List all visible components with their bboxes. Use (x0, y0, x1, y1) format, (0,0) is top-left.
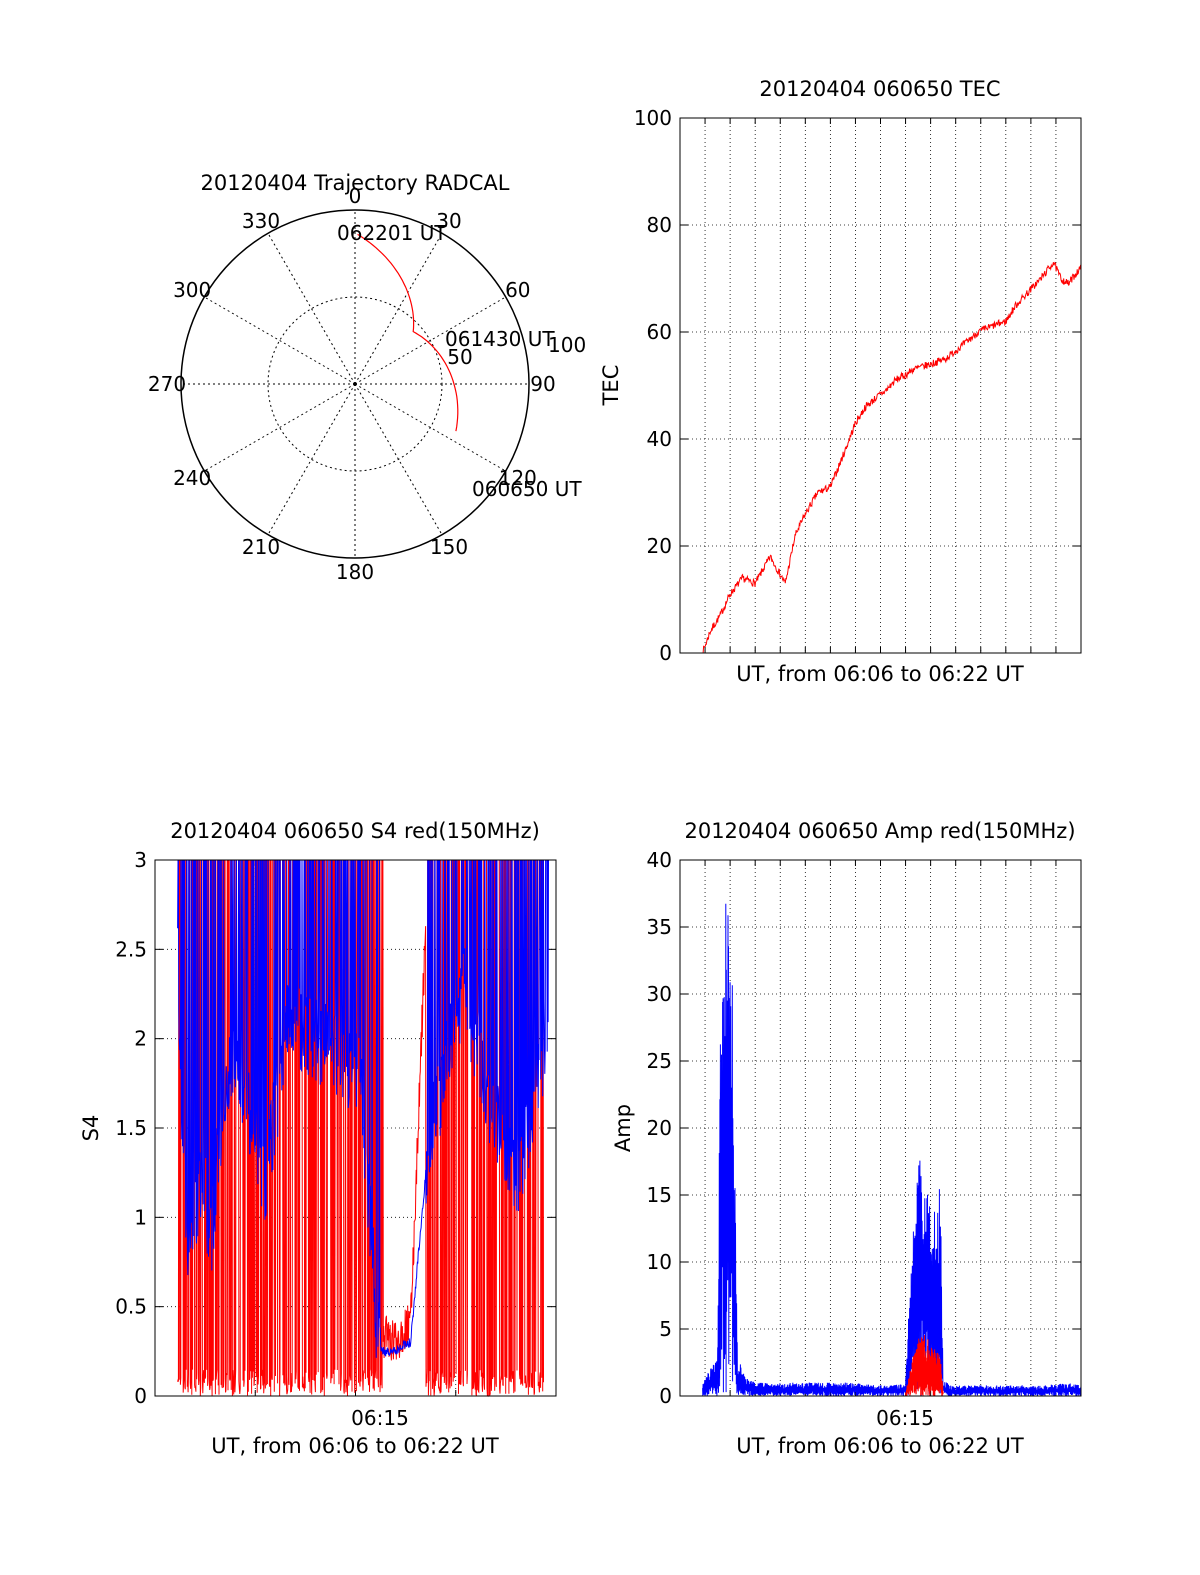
tec-grid (679, 118, 1082, 653)
polar-spoke (204, 296, 356, 385)
amp-y-tick-label: 35 (647, 915, 672, 939)
s4-y-tick-label: 3 (134, 848, 147, 872)
polar-angle-labels: 0 30 60 90 120 150 180 210 240 270 300 330 (148, 184, 556, 584)
polar-angle-label: 120 (499, 466, 537, 490)
polar-angle-label: 300 (173, 278, 211, 302)
polar-angle-label: 210 (242, 535, 280, 559)
tec-y-tick-label: 80 (647, 213, 672, 237)
polar-spoke (354, 296, 506, 385)
amp-title: 20120404 060650 Amp red(150MHz) (684, 819, 1075, 843)
polar-trajectory-line (357, 233, 459, 432)
tec-y-tick-label: 60 (647, 320, 672, 344)
s4-y-tick-label: 1.5 (115, 1116, 147, 1140)
amp-y-tick-label: 20 (647, 1116, 672, 1140)
polar-spoke (354, 233, 443, 385)
tec-y-tick-label: 40 (647, 427, 672, 451)
polar-angle-label: 330 (242, 209, 280, 233)
s4-series (177, 859, 549, 1398)
s4-chart: 20120404 060650 S4 red(150MHz) 0 0.5 1 1.5 2… (79, 819, 557, 1458)
amp-y-tick-label: 30 (647, 982, 672, 1006)
amp-blue-line (702, 903, 1082, 1397)
s4-y-tick-label: 2 (134, 1027, 147, 1051)
polar-spoke (267, 233, 356, 385)
polar-grid (180, 209, 530, 559)
amp-x-axis-label: UT, from 06:06 to 06:22 UT (736, 1434, 1024, 1458)
amp-y-tick-label: 15 (647, 1183, 672, 1207)
amp-series (702, 903, 1082, 1397)
polar-angle-label: 240 (173, 466, 211, 490)
tec-y-ticks: 0 20 40 60 80 100 (634, 106, 1081, 665)
polar-trajectory-path (357, 233, 459, 432)
tec-plot-frame (679, 117, 1082, 654)
polar-outer-circle (180, 209, 530, 559)
s4-plot-frame (154, 859, 557, 1397)
polar-radial-label-100: 100 (548, 333, 586, 357)
tec-title: 20120404 060650 TEC (759, 77, 1000, 101)
polar-annotation-end-time: 062201 UT (337, 221, 447, 245)
polar-spoke (354, 383, 443, 535)
polar-angle-label: 0 (349, 184, 362, 208)
polar-angle-label: 180 (336, 560, 374, 584)
polar-spoke (354, 383, 506, 472)
amp-y-tick-label: 5 (659, 1317, 672, 1341)
amp-grid (679, 860, 1082, 1396)
s4-y-ticks: 0 0.5 1 1.5 2 2.5 3 (115, 848, 556, 1408)
tec-series (702, 261, 1082, 654)
polar-radial-label-50: 50 (447, 345, 472, 369)
amp-y-tick-label: 0 (659, 1384, 672, 1408)
tec-y-tick-label: 0 (659, 641, 672, 665)
tec-y-axis-label: TEC (599, 365, 623, 407)
polar-trajectory-chart: 20120404 Trajectory RADCAL 0 30 60 90 120 150… (148, 171, 586, 584)
polar-angle-label: 30 (436, 209, 461, 233)
s4-title: 20120404 060650 S4 red(150MHz) (170, 819, 540, 843)
tec-line (702, 261, 1082, 654)
polar-angle-label: 90 (530, 372, 555, 396)
polar-angle-label: 150 (430, 535, 468, 559)
s4-y-tick-label: 0 (134, 1384, 147, 1408)
polar-spoke (267, 383, 356, 535)
polar-angle-label: 60 (505, 278, 530, 302)
s4-x-tick-label: 06:15 (351, 1406, 409, 1430)
amp-y-tick-label: 40 (647, 848, 672, 872)
polar-annotation-mid-time: 061430 UT (445, 327, 555, 351)
polar-title: 20120404 Trajectory RADCAL (201, 171, 510, 195)
s4-x-axis-label: UT, from 06:06 to 06:22 UT (211, 1434, 499, 1458)
polar-annotation-start-time: 060650 UT (472, 477, 582, 501)
tec-y-tick-label: 100 (634, 106, 672, 130)
tec-y-tick-label: 20 (647, 534, 672, 558)
s4-y-tick-label: 0.5 (115, 1295, 147, 1319)
tec-chart: 20120404 060650 TEC 0 20 40 60 80 100 TEC UT,… (599, 77, 1082, 686)
amp-y-axis-label: Amp (611, 1104, 635, 1152)
amp-y-tick-label: 25 (647, 1049, 672, 1073)
s4-y-tick-label: 2.5 (115, 937, 147, 961)
amp-x-tick-label: 06:15 (876, 1406, 934, 1430)
polar-spoke (204, 383, 356, 472)
s4-y-axis-label: S4 (79, 1115, 103, 1142)
amp-y-ticks: 0 5 10 15 20 25 30 35 40 (647, 848, 1081, 1408)
s4-y-tick-label: 1 (134, 1205, 147, 1229)
tec-x-axis-label: UT, from 06:06 to 06:22 UT (736, 662, 1024, 686)
polar-angle-label: 270 (148, 372, 186, 396)
amp-plot-frame (679, 859, 1082, 1397)
amp-chart: 20120404 060650 Amp red(150MHz) 0 5 10 15 20… (611, 819, 1082, 1458)
amp-red-line (905, 1335, 944, 1397)
amp-y-tick-label: 10 (647, 1250, 672, 1274)
